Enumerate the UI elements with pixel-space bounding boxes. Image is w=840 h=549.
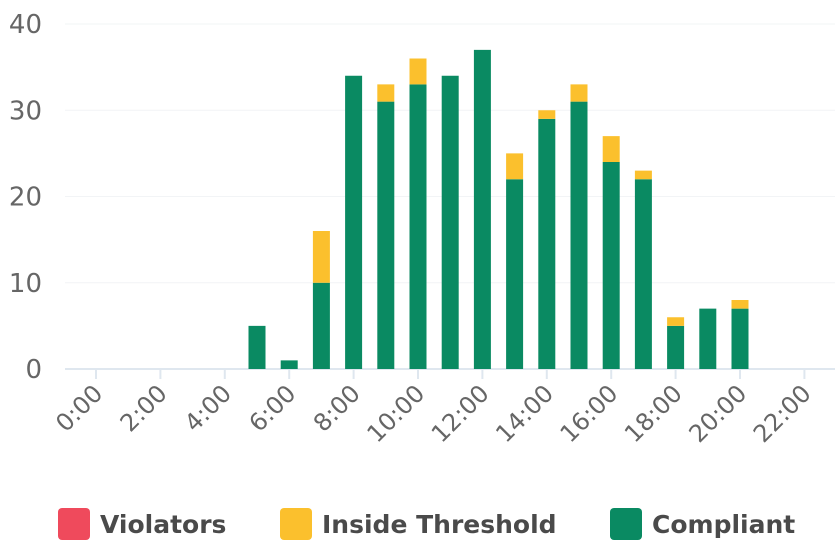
bar-inside-threshold[interactable] xyxy=(634,170,652,180)
legend-label-violators: Violators xyxy=(100,509,227,539)
compliant-swatch xyxy=(610,508,642,540)
x-tick-label: 18:00 xyxy=(619,379,688,448)
bar-compliant[interactable] xyxy=(409,84,427,369)
bar-inside-threshold[interactable] xyxy=(570,84,588,102)
y-tick-label: 20 xyxy=(9,183,42,213)
bar-inside-threshold[interactable] xyxy=(602,136,620,162)
bar-inside-threshold[interactable] xyxy=(731,300,749,309)
bar-inside-threshold[interactable] xyxy=(538,110,556,119)
x-tick-label: 16:00 xyxy=(555,379,624,448)
y-axis-ticks: 0 10 20 30 40 xyxy=(9,10,42,385)
x-tick-label: 20:00 xyxy=(684,379,753,448)
bar-compliant[interactable] xyxy=(506,179,524,369)
x-tick-label: 8:00 xyxy=(308,379,366,437)
violators-swatch xyxy=(58,508,90,540)
y-tick-label: 40 xyxy=(9,10,42,40)
x-tick-label: 12:00 xyxy=(426,379,495,448)
x-tick-label: 0:00 xyxy=(50,379,108,437)
y-tick-label: 10 xyxy=(9,269,42,299)
bar-compliant[interactable] xyxy=(602,162,620,369)
legend: Violators Inside Threshold Compliant xyxy=(0,508,840,548)
bar-inside-threshold[interactable] xyxy=(377,84,395,102)
bar-inside-threshold[interactable] xyxy=(506,153,524,180)
legend-item-inside-threshold[interactable]: Inside Threshold xyxy=(280,508,557,540)
bar-compliant[interactable] xyxy=(634,179,652,369)
y-tick-label: 30 xyxy=(9,96,42,126)
bar-compliant[interactable] xyxy=(441,75,459,369)
bar-inside-threshold[interactable] xyxy=(409,58,427,85)
legend-item-violators[interactable]: Violators xyxy=(58,508,226,540)
bar-compliant[interactable] xyxy=(538,118,556,369)
x-tick-label: 2:00 xyxy=(115,379,173,437)
bar-compliant[interactable] xyxy=(280,360,298,369)
bars-group xyxy=(248,49,749,369)
bar-compliant[interactable] xyxy=(312,282,330,369)
bar-compliant[interactable] xyxy=(473,49,491,369)
x-tick-label: 10:00 xyxy=(362,379,431,448)
y-tick-label: 0 xyxy=(25,355,42,385)
x-tick-label: 14:00 xyxy=(490,379,559,448)
legend-label-compliant: Compliant xyxy=(652,509,796,539)
bar-compliant[interactable] xyxy=(699,308,717,369)
legend-label-inside-threshold: Inside Threshold xyxy=(322,509,557,539)
bar-inside-threshold[interactable] xyxy=(312,231,330,283)
x-tick-label: 22:00 xyxy=(748,379,817,448)
inside-threshold-swatch xyxy=(280,508,312,540)
bar-compliant[interactable] xyxy=(570,101,588,369)
bar-compliant[interactable] xyxy=(667,325,685,369)
bar-compliant[interactable] xyxy=(731,308,749,369)
bar-compliant[interactable] xyxy=(248,325,266,369)
bar-compliant[interactable] xyxy=(377,101,395,369)
x-axis-ticks: 0:00 2:00 4:00 6:00 8:0010:0012:0014:0016:00… xyxy=(50,369,817,448)
x-tick-label: 6:00 xyxy=(244,379,302,437)
stacked-bar-chart: 0 10 20 30 40 0:00 2:00 4:00 6:00 8:0010:0012:00… xyxy=(9,10,835,448)
x-tick-label: 4:00 xyxy=(179,379,237,437)
bar-compliant[interactable] xyxy=(345,75,363,369)
legend-item-compliant[interactable]: Compliant xyxy=(610,508,795,540)
bar-inside-threshold[interactable] xyxy=(667,317,685,326)
